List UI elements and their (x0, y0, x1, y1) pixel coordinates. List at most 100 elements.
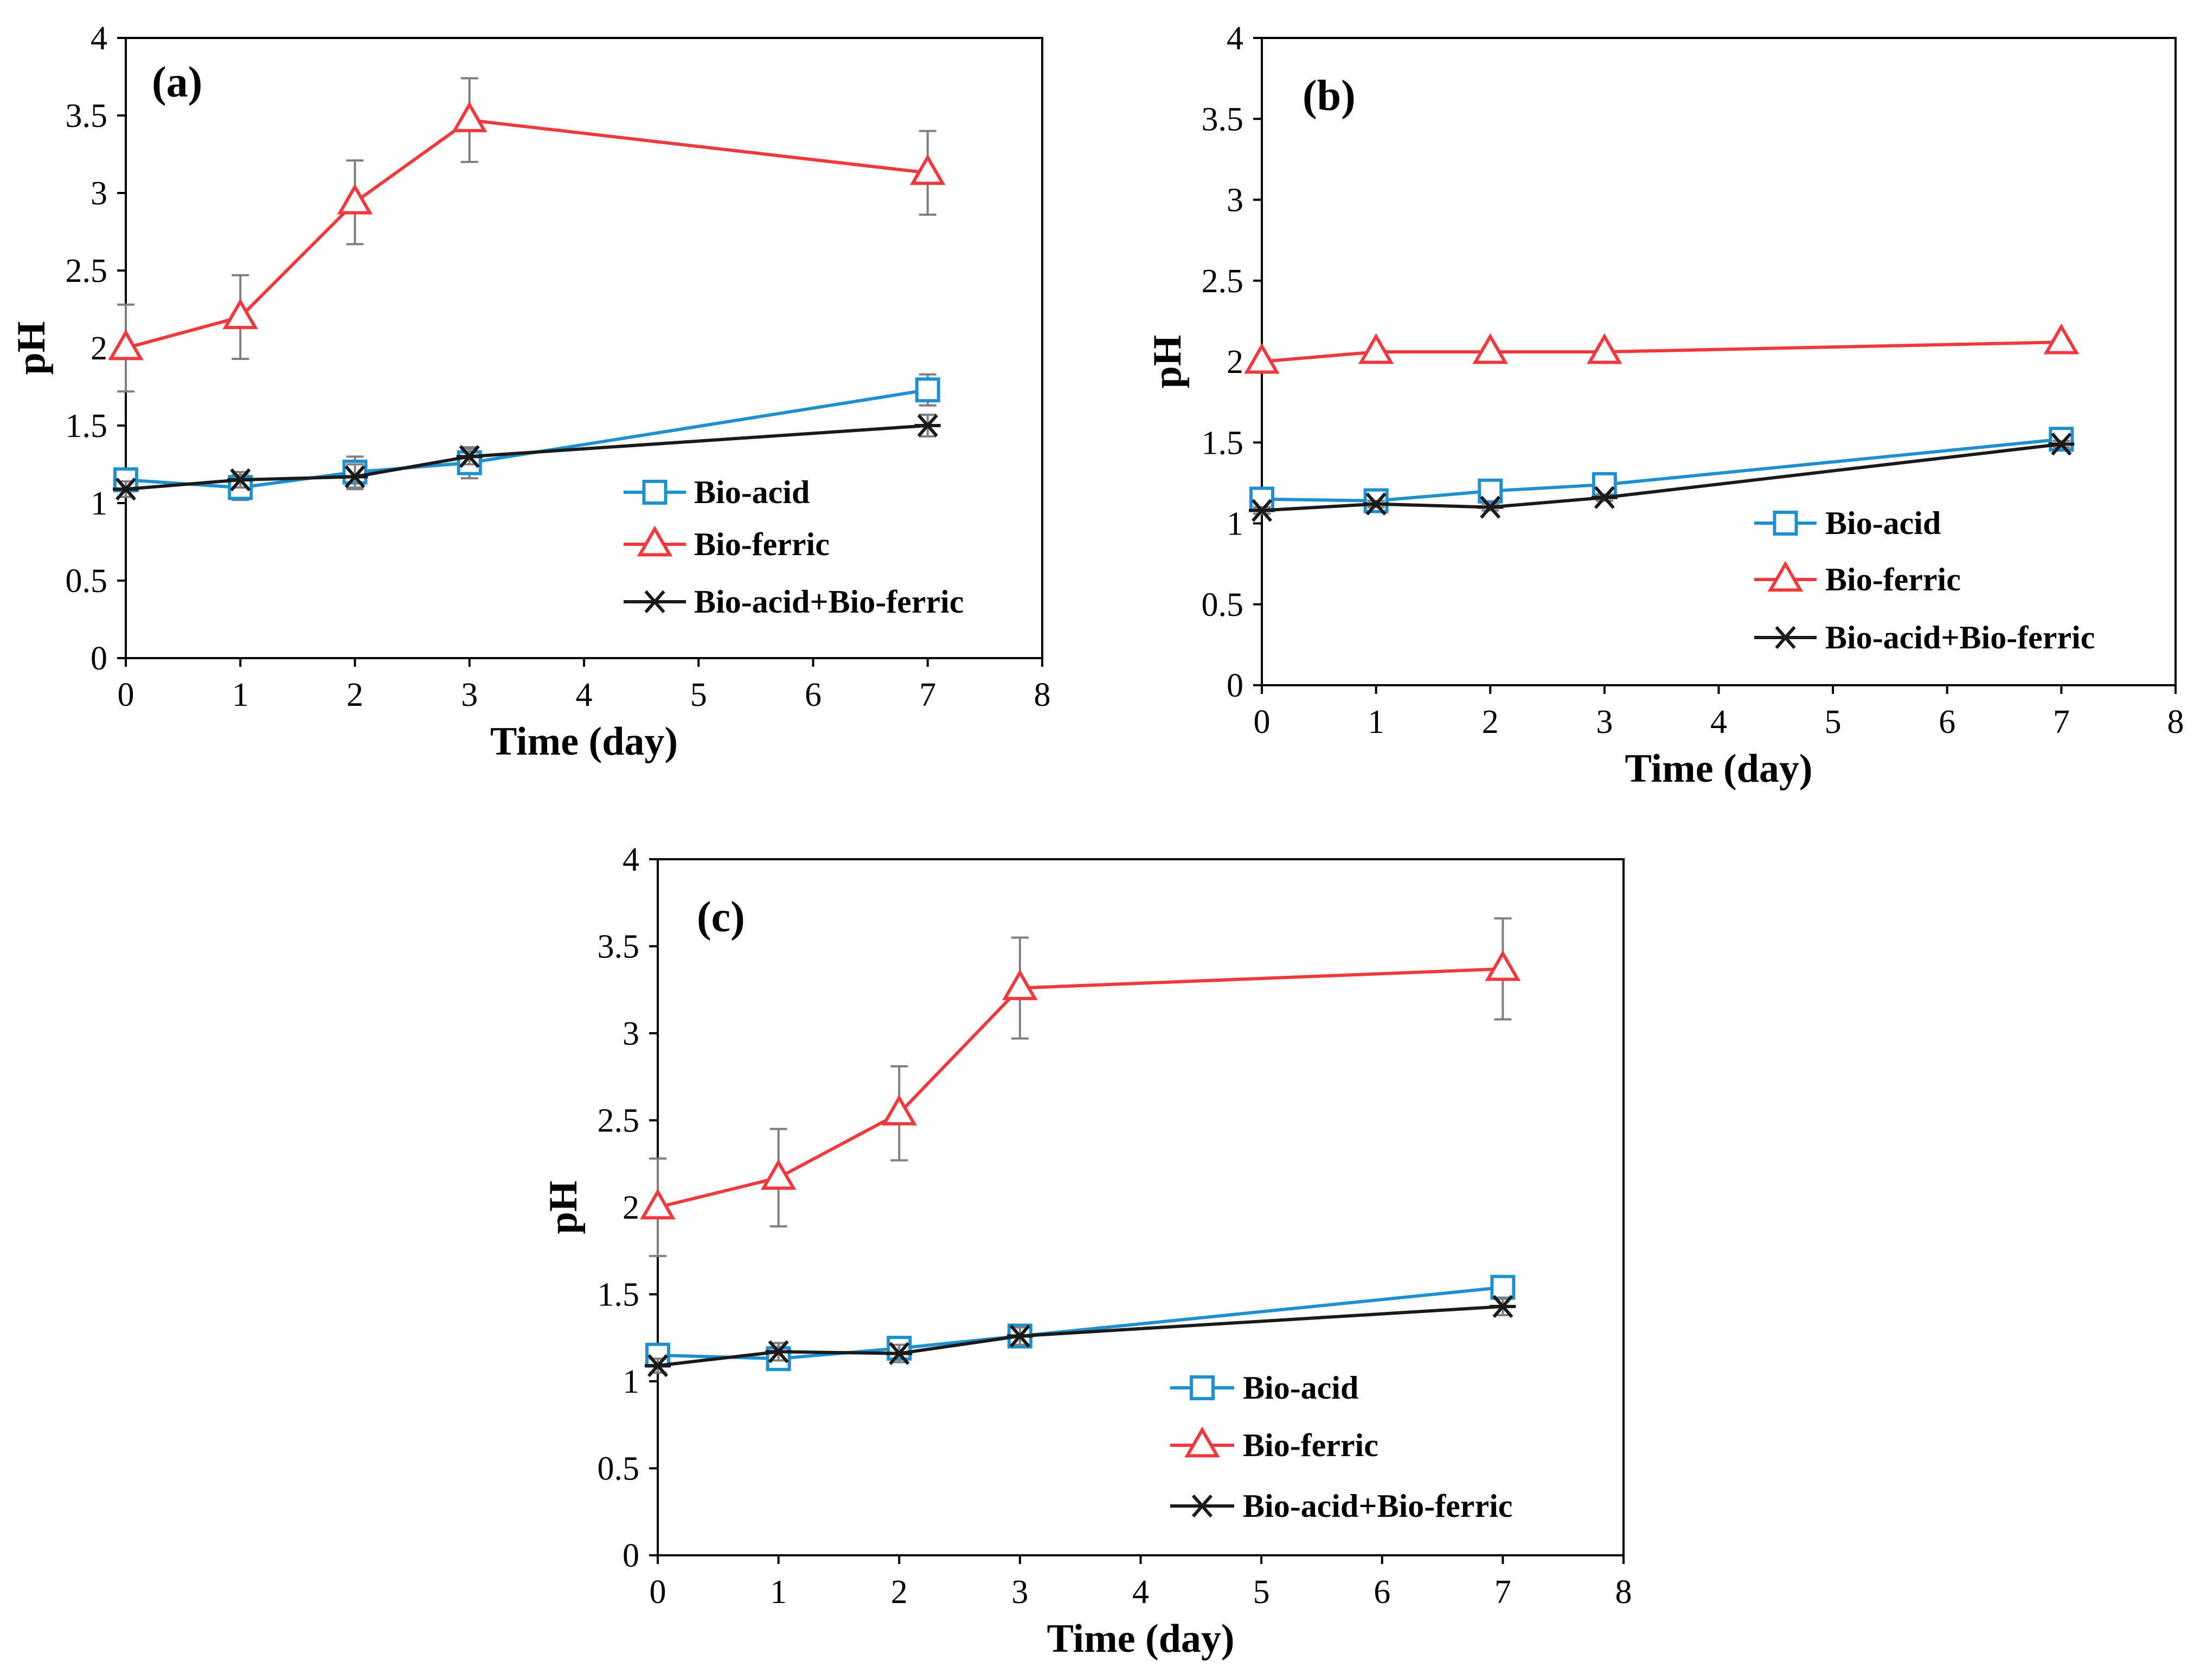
panel-b-x-tick-label: 3 (1596, 704, 1613, 741)
panel-c-x-tick-label: 8 (1615, 1574, 1632, 1611)
panel-c-data-point-bio-acid (1490, 1275, 1516, 1300)
panel-a-data-point-bio-acid (915, 377, 940, 403)
panel-c-x-tick-label: 5 (1253, 1574, 1270, 1611)
panel-c-data-point-bio-ferric (640, 1188, 676, 1220)
panel-b-legend-entry-bio-acid-bio-ferric: Bio-acid+Bio-ferric (1754, 620, 2095, 655)
panel-b-legend-marker (1767, 561, 1804, 592)
panel-a-legend-marker (637, 525, 673, 557)
panel-c-x-axis-title: Time (day) (1047, 1617, 1234, 1661)
panel-c-data-point-bio-acid-bio-ferric (886, 1342, 913, 1365)
panel-b-chart: 0 0.5 1 1.5 2 2.5 3 3.5 4 0 1 2 3 4 5 6 7 8 Time (day) pH (b… (1145, 20, 2184, 791)
panel-b-y-tick-label: 0.5 (1202, 587, 1244, 623)
panel-a-label: (a) (152, 59, 202, 106)
panel-b-label: (b) (1303, 72, 1356, 120)
panel-b-data-point-bio-ferric (1244, 343, 1280, 374)
panel-b-x-tick-label: 1 (1368, 704, 1384, 741)
panel-c-legend-marker (1190, 1375, 1215, 1400)
panel-a-y-tick-label: 2.5 (66, 253, 108, 289)
panel-c-data-point-bio-acid-bio-ferric (645, 1354, 671, 1378)
panel-a-y-tick-label: 0 (91, 640, 107, 677)
panel-c-data-point-bio-ferric (1002, 969, 1038, 1000)
panel-b-data-point-bio-acid-bio-ferric (1477, 495, 1504, 519)
panel-a-data-point-bio-ferric (337, 183, 373, 215)
panel-c-legend-label: Bio-acid (1243, 1370, 1358, 1406)
panel-b-series-bio-ferric (1244, 323, 2080, 374)
panel-c-data-point-bio-acid-bio-ferric (765, 1340, 792, 1363)
panel-b-legend-label: Bio-acid+Bio-ferric (1825, 620, 2095, 655)
panel-a-data-point-bio-acid-bio-ferric (113, 478, 139, 501)
panel-c-data-point-bio-ferric (1485, 950, 1521, 981)
panel-c-legend-marker (1184, 1426, 1220, 1458)
panel-b-data-point-bio-ferric (1587, 333, 1622, 364)
panel-b-y-tick-label: 4 (1227, 20, 1243, 57)
panel-b-data-point-bio-acid-bio-ferric (1591, 486, 1618, 509)
panel-a-y-tick-label: 3.5 (66, 98, 108, 134)
panel-b-data-point-bio-acid-bio-ferric (1363, 492, 1389, 516)
panel-a-x-tick-label: 8 (1034, 677, 1051, 713)
panel-c-label: (c) (697, 893, 745, 941)
panel-a-legend-marker (641, 590, 668, 614)
panel-a-x-tick-label: 1 (232, 677, 249, 713)
panel-c-x-tick-label: 6 (1374, 1574, 1390, 1611)
panel-c-y-tick-label: 0 (623, 1537, 639, 1574)
panel-a-legend-label: Bio-acid (694, 474, 810, 510)
panel-c-y-tick-label: 2 (623, 1189, 639, 1226)
panel-a-y-axis-title: pH (9, 321, 54, 375)
panel-c-y-tick-label: 3 (623, 1015, 639, 1052)
panel-b-x-tick-label: 0 (1254, 704, 1271, 741)
panel-c-plot-frame (657, 858, 1625, 1556)
panel-a-x-tick-label: 5 (690, 677, 707, 713)
panel-b-legend-entry-bio-acid: Bio-acid (1754, 505, 1941, 541)
panel-a-data-point-bio-ferric (909, 154, 946, 185)
panel-c-legend-entry-bio-acid-bio-ferric: Bio-acid+Bio-ferric (1170, 1488, 1512, 1524)
panel-a-y-tick-label: 2 (91, 330, 107, 367)
panel-a-plot-frame (125, 37, 1043, 659)
panel-a-data-point-bio-ferric (222, 298, 259, 330)
panel-c-legend-label: Bio-acid+Bio-ferric (1243, 1488, 1512, 1524)
panel-c-y-axis-title: pH (541, 1181, 586, 1234)
panel-b-plot-frame (1261, 37, 2177, 686)
panel-b-series-bio-acid-bio-ferric (1249, 433, 2075, 522)
panel-c-y-tick-label: 0.5 (598, 1451, 640, 1488)
panel-b-y-tick-label: 0 (1227, 667, 1243, 704)
panel-c-legend-marker (1189, 1494, 1215, 1518)
panel-c-x-tick-label: 2 (891, 1574, 908, 1611)
panel-a-series-bio-acid-bio-ferric (113, 413, 941, 501)
panel-c-y-tick-label: 4 (623, 841, 639, 878)
panel-c-x-tick-label: 1 (770, 1574, 787, 1611)
panel-c-legend-label: Bio-ferric (1243, 1427, 1378, 1463)
panel-c-data-point-bio-acid-bio-ferric (1490, 1295, 1516, 1318)
panel-a-x-tick-label: 0 (118, 677, 134, 713)
panel-c-data-point-bio-ferric (760, 1158, 797, 1190)
panel-b-data-point-bio-acid (1592, 472, 1617, 497)
panel-b-x-tick-label: 5 (1825, 704, 1842, 741)
panel-c-chart: 0 0.5 1 1.5 2 2.5 3 3.5 4 0 1 2 3 4 5 6 7 8 Time (day) pH (c… (541, 841, 1632, 1661)
panel-a-legend-entry-bio-ferric: Bio-ferric (624, 525, 830, 562)
panel-a-x-tick-label: 7 (919, 677, 936, 713)
panel-b-series-bio-acid (1249, 427, 2074, 513)
panel-b-y-tick-label: 1.5 (1202, 424, 1244, 461)
panel-a-data-point-bio-acid-bio-ferric (227, 468, 254, 492)
panel-a-legend-entry-bio-acid-bio-ferric: Bio-acid+Bio-ferric (624, 584, 964, 620)
panel-a-chart: 0 0.5 1 1.5 2 2.5 3 3.5 4 0 1 2 3 4 5 6 7 8 Time (day) pH (a… (9, 20, 1051, 764)
panel-a-legend-label: Bio-acid+Bio-ferric (694, 584, 964, 620)
panel-a-y-tick-label: 0.5 (66, 563, 108, 600)
panel-a-y-tick-label: 4 (91, 20, 107, 57)
panel-c-data-point-bio-acid-bio-ferric (1006, 1324, 1033, 1348)
panel-c-y-tick-label: 2.5 (598, 1103, 640, 1140)
panel-b-data-point-bio-ferric (1358, 333, 1394, 364)
panel-c-series-bio-acid-bio-ferric (645, 1295, 1516, 1378)
panel-b-x-tick-label: 8 (2167, 704, 2184, 741)
panel-c-y-tick-label: 3.5 (598, 929, 640, 965)
panel-a-data-point-bio-acid-bio-ferric (456, 445, 483, 468)
panel-a-data-point-bio-acid-bio-ferric (342, 465, 368, 488)
panel-b-y-axis-title: pH (1145, 335, 1190, 389)
panel-a-data-point-bio-ferric (108, 329, 144, 361)
panel-a-x-tick-label: 3 (461, 677, 478, 713)
panel-b-legend-label: Bio-acid (1825, 505, 1941, 541)
panel-b-y-tick-label: 2 (1227, 344, 1243, 381)
panel-b-legend-entry-bio-ferric: Bio-ferric (1754, 561, 1961, 597)
panel-c-x-tick-label: 4 (1132, 1574, 1149, 1611)
